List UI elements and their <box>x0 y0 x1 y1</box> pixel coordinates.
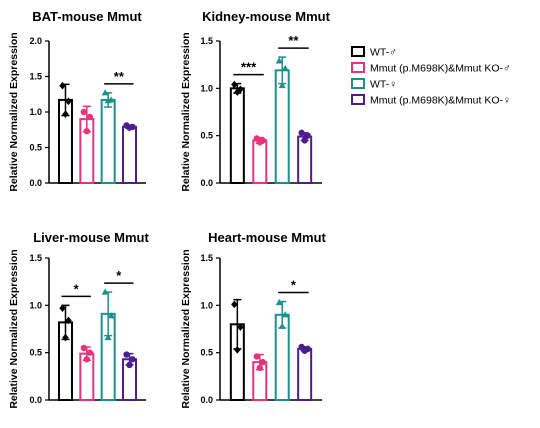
chart-title: Liver-mouse Mmut <box>33 230 149 245</box>
bar <box>297 347 313 402</box>
data-point <box>301 137 308 144</box>
significance-label: * <box>74 281 80 296</box>
significance-label: ** <box>288 33 299 48</box>
y-tick-label: 1.0 <box>29 300 42 310</box>
bar <box>252 139 268 184</box>
y-tick-label: 0.5 <box>200 348 213 358</box>
y-tick-label: 0.0 <box>29 178 42 188</box>
chart-title: Kidney-mouse Mmut <box>202 9 331 24</box>
bar <box>100 98 116 184</box>
data-point <box>253 353 260 360</box>
data-point <box>83 127 91 135</box>
data-point <box>281 64 289 72</box>
data-point <box>101 89 109 96</box>
data-point <box>237 323 244 331</box>
y-tick-label: 0.0 <box>200 395 213 405</box>
y-tick-label: 0.5 <box>200 131 213 141</box>
data-point <box>256 364 263 372</box>
chart-title: BAT-mouse Mmut <box>32 9 142 24</box>
bar <box>122 125 138 185</box>
data-point <box>298 129 305 137</box>
legend-label: WT-♂ <box>370 47 397 59</box>
y-tick-label: 1.0 <box>200 300 213 310</box>
data-point <box>101 288 109 295</box>
legend-swatch <box>351 46 365 57</box>
legend-swatch <box>351 62 365 73</box>
data-point <box>107 312 115 319</box>
legend-label: WT-♀ <box>370 79 397 91</box>
data-point <box>275 298 283 306</box>
data-point <box>234 346 241 354</box>
y-tick-label: 2.0 <box>29 36 42 46</box>
data-point <box>86 349 94 356</box>
y-tick-label: 0.0 <box>200 178 213 188</box>
data-point <box>123 351 130 358</box>
data-point <box>237 85 244 94</box>
y-tick-label: 1.0 <box>29 107 42 117</box>
data-point <box>281 311 289 318</box>
y-tick-label: 1.5 <box>29 72 42 82</box>
y-tick-label: 0.0 <box>29 395 42 405</box>
data-point <box>231 80 238 89</box>
data-point <box>59 81 66 90</box>
y-tick-label: 0.5 <box>29 143 42 153</box>
y-tick-label: 1.5 <box>200 36 213 46</box>
data-point <box>234 88 241 96</box>
significance-label: * <box>291 278 297 293</box>
data-point <box>256 139 263 146</box>
y-tick-label: 1.0 <box>200 83 213 93</box>
data-point <box>275 57 283 64</box>
significance-label: ** <box>114 69 125 84</box>
data-point <box>126 124 133 131</box>
data-point <box>301 347 308 354</box>
data-point <box>259 358 266 366</box>
data-point <box>104 97 112 104</box>
y-axis-label: Relative Normalized Expression <box>8 32 20 191</box>
chart-title: Heart-mouse Mmut <box>208 230 326 245</box>
data-point <box>65 316 72 325</box>
data-point <box>62 333 69 342</box>
data-point <box>278 81 286 89</box>
y-tick-label: 1.5 <box>200 253 213 263</box>
significance-label: * <box>116 268 122 283</box>
bar <box>229 87 245 184</box>
data-point <box>278 322 286 329</box>
data-point <box>80 108 88 116</box>
y-tick-label: 1.5 <box>29 253 42 263</box>
data-point <box>129 356 136 363</box>
data-point <box>80 344 88 352</box>
legend-label: Mmut (p.M698K)&Mmut KO-♂ <box>370 63 511 75</box>
y-axis-label: Relative Normalized Expression <box>8 249 20 408</box>
data-point <box>126 361 133 369</box>
data-point <box>104 333 112 341</box>
y-tick-label: 0.5 <box>29 348 42 358</box>
y-axis-label: Relative Normalized Expression <box>180 32 192 191</box>
data-point <box>83 356 91 363</box>
data-point <box>62 110 69 118</box>
data-point <box>86 113 94 121</box>
data-point <box>59 304 66 312</box>
legend-label: Mmut (p.M698K)&Mmut KO-♀ <box>370 95 511 107</box>
y-axis-label: Relative Normalized Expression <box>180 249 192 408</box>
data-point <box>65 97 72 106</box>
significance-label: *** <box>241 60 257 75</box>
data-point <box>304 132 311 139</box>
legend-swatch <box>351 94 365 105</box>
data-point <box>231 300 238 309</box>
legend-swatch <box>351 78 365 89</box>
